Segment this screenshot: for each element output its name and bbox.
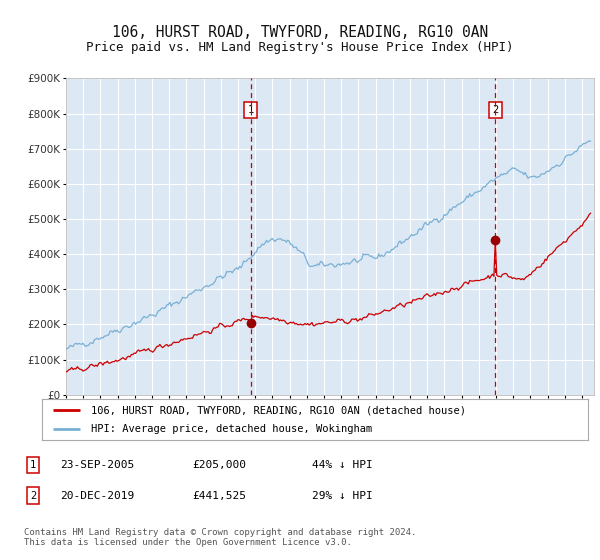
Text: 1: 1 <box>247 105 254 115</box>
Text: 106, HURST ROAD, TWYFORD, READING, RG10 0AN (detached house): 106, HURST ROAD, TWYFORD, READING, RG10 … <box>91 405 466 415</box>
Text: 2: 2 <box>493 105 499 115</box>
Text: Price paid vs. HM Land Registry's House Price Index (HPI): Price paid vs. HM Land Registry's House … <box>86 40 514 54</box>
Text: 23-SEP-2005: 23-SEP-2005 <box>60 460 134 470</box>
Text: 106, HURST ROAD, TWYFORD, READING, RG10 0AN: 106, HURST ROAD, TWYFORD, READING, RG10 … <box>112 25 488 40</box>
Text: 1: 1 <box>30 460 36 470</box>
Text: 20-DEC-2019: 20-DEC-2019 <box>60 491 134 501</box>
Text: 44% ↓ HPI: 44% ↓ HPI <box>312 460 373 470</box>
Text: 29% ↓ HPI: 29% ↓ HPI <box>312 491 373 501</box>
Text: £441,525: £441,525 <box>192 491 246 501</box>
Text: HPI: Average price, detached house, Wokingham: HPI: Average price, detached house, Woki… <box>91 424 373 435</box>
Text: Contains HM Land Registry data © Crown copyright and database right 2024.
This d: Contains HM Land Registry data © Crown c… <box>24 528 416 547</box>
Text: 2: 2 <box>30 491 36 501</box>
Text: £205,000: £205,000 <box>192 460 246 470</box>
